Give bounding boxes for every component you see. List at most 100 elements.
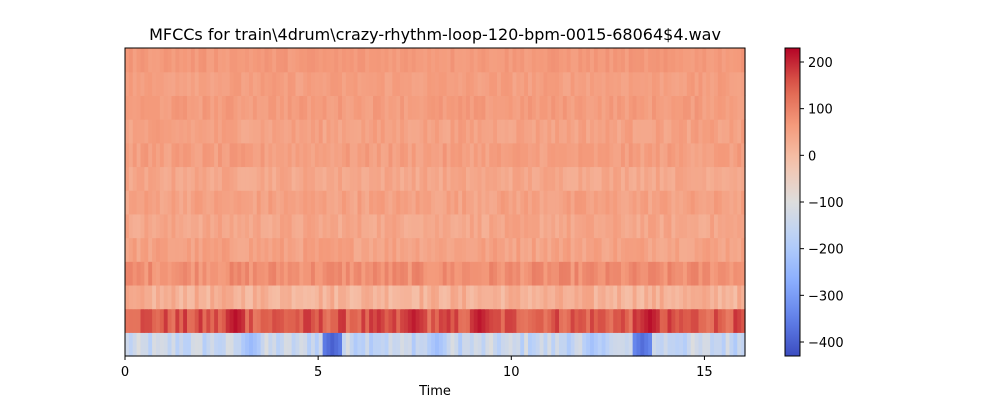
heatmap-cell — [299, 213, 304, 239]
heatmap-cell — [283, 119, 289, 144]
heatmap-cell — [663, 332, 669, 357]
heatmap-cell — [140, 95, 145, 120]
heatmap-cell — [128, 332, 134, 357]
heatmap-cell — [508, 166, 514, 191]
heatmap-cell — [667, 284, 672, 310]
heatmap-cell — [694, 332, 700, 357]
heatmap-cell — [652, 284, 657, 310]
heatmap-cell — [384, 95, 390, 120]
heatmap-cell — [334, 308, 339, 333]
heatmap-cell — [508, 190, 514, 215]
heatmap-cell — [132, 119, 138, 144]
heatmap-cell — [574, 332, 579, 357]
heatmap-cell — [144, 48, 149, 73]
heatmap-cell — [613, 71, 618, 96]
heatmap-cell — [539, 119, 545, 144]
heatmap-cell — [559, 48, 564, 73]
heatmap-cell — [187, 119, 192, 144]
heatmap-cell — [225, 261, 231, 286]
heatmap-cell — [593, 190, 599, 215]
heatmap-cell — [167, 142, 173, 168]
heatmap-cell — [415, 284, 421, 310]
heatmap-cell — [648, 261, 653, 286]
heatmap-cell — [450, 284, 455, 310]
heatmap-cell — [345, 142, 351, 168]
heatmap-cell — [524, 119, 529, 144]
heatmap-cell — [640, 237, 645, 262]
heatmap-cell — [566, 95, 572, 120]
heatmap-cell — [690, 142, 696, 168]
heatmap-cell — [159, 261, 165, 286]
heatmap-cell — [516, 284, 521, 310]
heatmap-cell — [481, 48, 486, 73]
heatmap-cell — [237, 71, 242, 96]
heatmap-cell — [338, 332, 343, 357]
heatmap-cell — [125, 332, 130, 357]
heatmap-cell — [508, 284, 514, 310]
heatmap-cell — [342, 308, 347, 333]
heatmap-cell — [450, 95, 455, 120]
heatmap-cell — [415, 237, 421, 262]
heatmap-cell — [411, 308, 417, 333]
heatmap-cell — [318, 308, 324, 333]
heatmap-cell — [369, 190, 374, 215]
heatmap-cell — [671, 308, 676, 333]
heatmap-cell — [159, 71, 165, 96]
heatmap-cell — [264, 213, 269, 239]
heatmap-cell — [520, 332, 525, 357]
heatmap-cell — [287, 284, 293, 310]
heatmap-cell — [276, 95, 281, 120]
heatmap-cell — [330, 95, 335, 120]
heatmap-cell — [376, 119, 382, 144]
heatmap-cell — [187, 95, 192, 120]
heatmap-cell — [283, 48, 289, 73]
heatmap-cell — [628, 71, 634, 96]
heatmap-cell — [144, 190, 149, 215]
heatmap-cell — [632, 166, 638, 191]
heatmap-cell — [175, 119, 180, 144]
heatmap-cell — [516, 190, 521, 215]
heatmap-cell — [473, 213, 479, 239]
heatmap-cell — [342, 332, 347, 357]
heatmap-cell — [156, 48, 161, 73]
heatmap-cell — [256, 332, 262, 357]
heatmap-cell — [311, 332, 316, 357]
heatmap-cell — [690, 166, 696, 191]
heatmap-cell — [314, 166, 320, 191]
heatmap-cell — [485, 284, 490, 310]
heatmap-cell — [458, 213, 463, 239]
heatmap-cell — [617, 119, 622, 144]
heatmap-cell — [388, 71, 393, 96]
heatmap-cell — [295, 213, 300, 239]
heatmap-cell — [376, 332, 382, 357]
heatmap-cell — [438, 166, 444, 191]
heatmap-cell — [466, 71, 471, 96]
heatmap-cell — [590, 237, 595, 262]
heatmap-cell — [318, 142, 324, 168]
heatmap-cell — [593, 71, 599, 96]
heatmap-cell — [229, 142, 235, 168]
heatmap-cell — [512, 48, 517, 73]
heatmap-cell — [500, 332, 506, 357]
heatmap-cell — [136, 308, 142, 333]
heatmap-cell — [586, 261, 591, 286]
heatmap-cell — [156, 237, 161, 262]
heatmap-cell — [423, 166, 428, 191]
heatmap-cell — [322, 261, 328, 286]
heatmap-cell — [128, 261, 134, 286]
heatmap-cell — [714, 190, 719, 215]
heatmap-cell — [628, 308, 634, 333]
heatmap-cell — [632, 213, 638, 239]
heatmap-cell — [431, 332, 436, 357]
heatmap-cell — [136, 142, 142, 168]
heatmap-cell — [260, 332, 266, 357]
heatmap-cell — [388, 308, 393, 333]
heatmap-cell — [148, 142, 153, 168]
heatmap-cell — [369, 95, 374, 120]
heatmap-cell — [198, 190, 204, 215]
heatmap-cell — [628, 261, 634, 286]
heatmap-cell — [694, 261, 700, 286]
heatmap-cell — [159, 190, 165, 215]
heatmap-cell — [539, 166, 545, 191]
heatmap-cell — [171, 48, 176, 73]
